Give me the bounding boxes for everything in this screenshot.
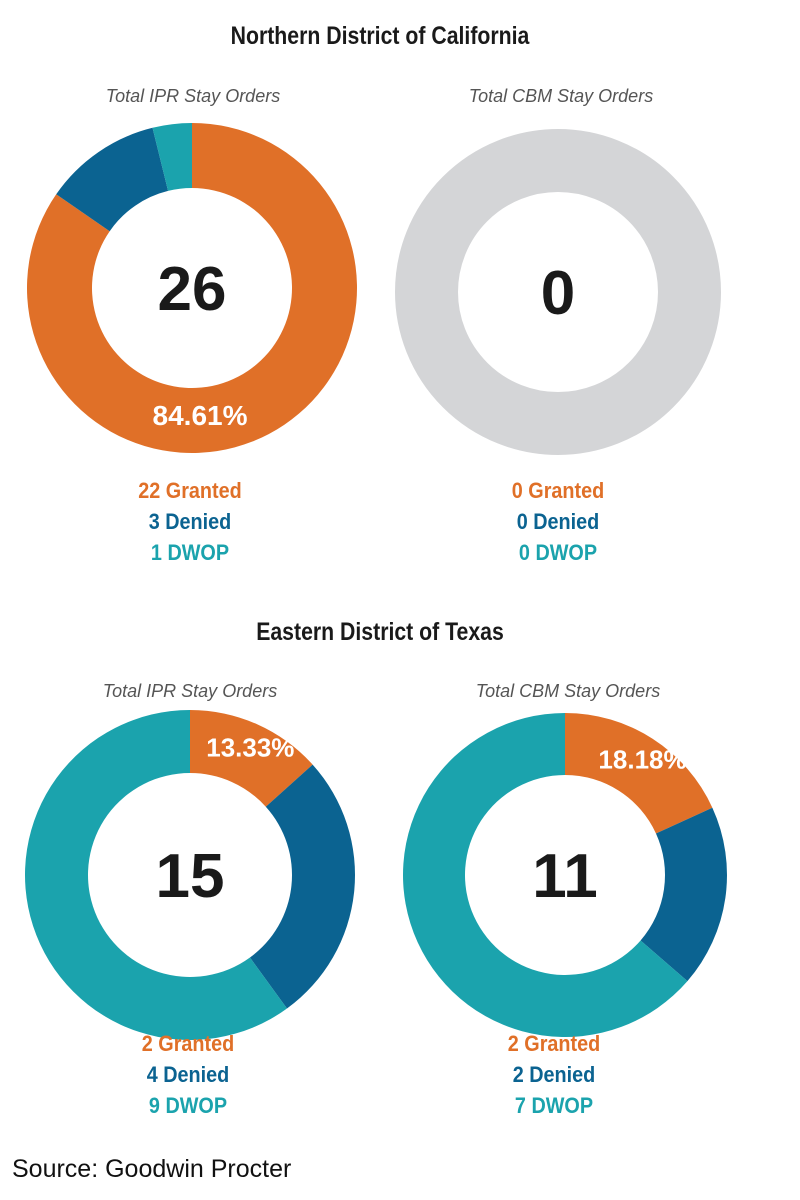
- legend-dwop: 0 DWOP: [518, 540, 598, 565]
- total-label: 0: [541, 259, 575, 328]
- chart-subtitle: Total IPR Stay Orders: [105, 86, 281, 106]
- total-label: 26: [158, 255, 227, 324]
- legend-granted: 2 Granted: [507, 1031, 601, 1056]
- legend-denied: 0 Denied: [516, 509, 600, 534]
- chart-legend: 2 Granted 2 Denied 7 DWOP: [389, 1028, 719, 1121]
- chart-legend: 0 Granted 0 Denied 0 DWOP: [393, 475, 723, 568]
- slice-denied: [249, 764, 355, 1009]
- chart-subtitle: Total CBM Stay Orders: [475, 681, 661, 701]
- slice-granted: [26, 123, 357, 453]
- source-note: Source: Goodwin Procter: [12, 1155, 292, 1183]
- chart-legend: 22 Granted 3 Denied 1 DWOP: [25, 475, 355, 568]
- slice-denied: [56, 127, 169, 232]
- legend-denied: 2 Denied: [512, 1062, 596, 1087]
- chart-subtitle: Total IPR Stay Orders: [102, 681, 278, 701]
- legend-denied: 4 Denied: [146, 1062, 230, 1087]
- legend-granted: 2 Granted: [141, 1031, 235, 1056]
- legend-granted: 22 Granted: [138, 478, 242, 503]
- section-title-california: Northern District of California: [230, 22, 530, 50]
- slice-dwop: [25, 710, 287, 1040]
- percent-label: 13.33%: [206, 732, 294, 762]
- chart-subtitle: Total CBM Stay Orders: [468, 86, 654, 106]
- legend-dwop: 1 DWOP: [150, 540, 230, 565]
- legend-dwop: 9 DWOP: [148, 1093, 228, 1118]
- slice-denied: [640, 807, 727, 982]
- percent-label: 84.61%: [153, 400, 248, 431]
- legend-granted: 0 Granted: [511, 478, 605, 503]
- legend-denied: 3 Denied: [148, 509, 232, 534]
- percent-label: 18.18%: [598, 745, 686, 775]
- section-title-texas: Eastern District of Texas: [256, 618, 504, 646]
- slice-dwop: [403, 713, 688, 1037]
- slice-granted: [190, 710, 313, 807]
- slice-granted: [565, 713, 713, 834]
- legend-dwop: 7 DWOP: [514, 1093, 594, 1118]
- chart-legend: 2 Granted 4 Denied 9 DWOP: [23, 1028, 353, 1121]
- total-label: 11: [532, 842, 598, 911]
- total-label: 15: [156, 842, 225, 911]
- slice-dwop: [152, 123, 192, 191]
- empty-ring: [395, 129, 721, 455]
